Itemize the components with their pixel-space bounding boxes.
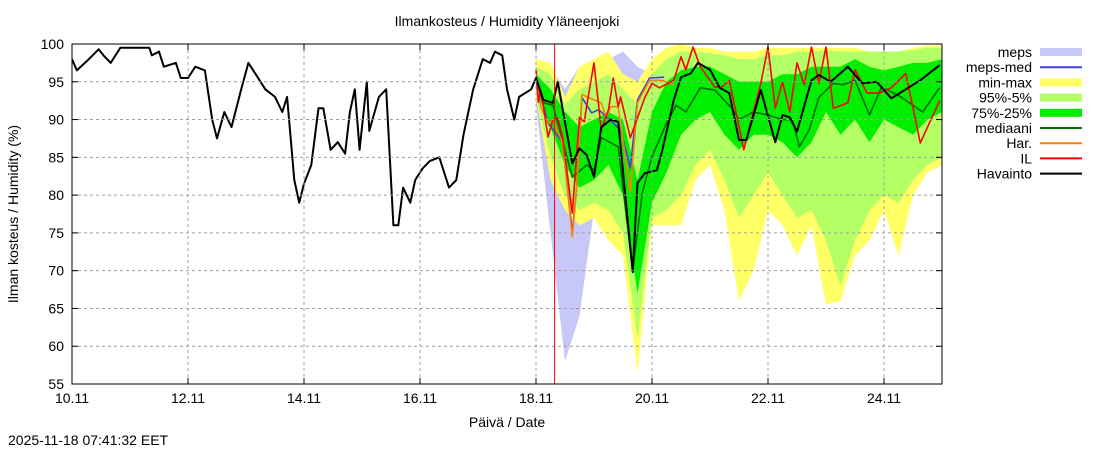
x-tick-label: 22.11 (751, 390, 785, 406)
x-tick-label: 24.11 (867, 390, 901, 406)
legend-label: meps-med (966, 59, 1032, 75)
x-tick-label: 18.11 (519, 390, 553, 406)
legend-label: meps (998, 44, 1032, 60)
y-tick-label: 80 (48, 187, 64, 203)
y-tick-label: 55 (48, 376, 64, 392)
y-tick-label: 100 (41, 36, 65, 52)
plot-content (72, 44, 942, 373)
legend-label: IL (1020, 150, 1032, 166)
y-tick-label: 70 (48, 263, 64, 279)
y-tick-label: 85 (48, 149, 64, 165)
legend-label: 95%-5% (979, 90, 1032, 106)
legend-swatch (1040, 93, 1082, 102)
legend-label: 75%-25% (971, 105, 1032, 121)
x-axis-label: Päivä / Date (469, 414, 545, 430)
series-havainto (72, 46, 941, 274)
y-axis-label: Ilman kosteus / Humidity (%) (5, 125, 21, 303)
legend-swatch (1040, 78, 1082, 87)
y-tick-label: 60 (48, 338, 64, 354)
y-tick-label: 75 (48, 225, 64, 241)
series-har- (535, 77, 675, 238)
legend-swatch (1040, 48, 1082, 56)
chart-title: Ilmankosteus / Humidity Yläneenjoki (395, 13, 620, 29)
y-tick-label: 95 (48, 74, 64, 90)
legend-swatch (1040, 108, 1082, 117)
plot-frame (71, 43, 943, 385)
timestamp: 2025-11-18 07:41:32 EET (8, 432, 169, 448)
legend-label: Havainto (977, 166, 1032, 182)
legend-label: Har. (1006, 135, 1032, 151)
x-tick-label: 14.11 (287, 390, 321, 406)
y-tick-label: 90 (48, 112, 64, 128)
x-tick-label: 12.11 (171, 390, 205, 406)
legend-label: min-max (978, 74, 1032, 90)
x-tick-label: 16.11 (403, 390, 437, 406)
x-tick-label: 20.11 (635, 390, 669, 406)
series-il (535, 46, 941, 214)
x-tick-label: 10.11 (55, 390, 89, 406)
y-tick-label: 65 (48, 300, 64, 316)
legend: mepsmeps-medmin-max95%-5%75%-25%mediaani… (966, 44, 1082, 182)
legend-label: mediaani (975, 120, 1032, 136)
plot-area: 55 60 65 70 75 80 85 90 95 100 10.11 12.11 14.11 16.1… (41, 36, 943, 406)
